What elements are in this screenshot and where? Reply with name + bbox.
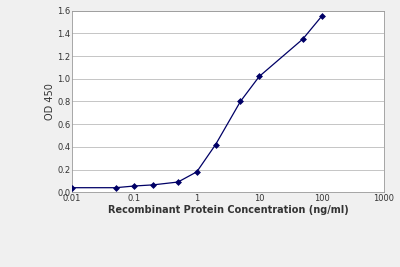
Y-axis label: OD 450: OD 450 — [44, 83, 54, 120]
X-axis label: Recombinant Protein Concentration (ng/ml): Recombinant Protein Concentration (ng/ml… — [108, 205, 348, 215]
